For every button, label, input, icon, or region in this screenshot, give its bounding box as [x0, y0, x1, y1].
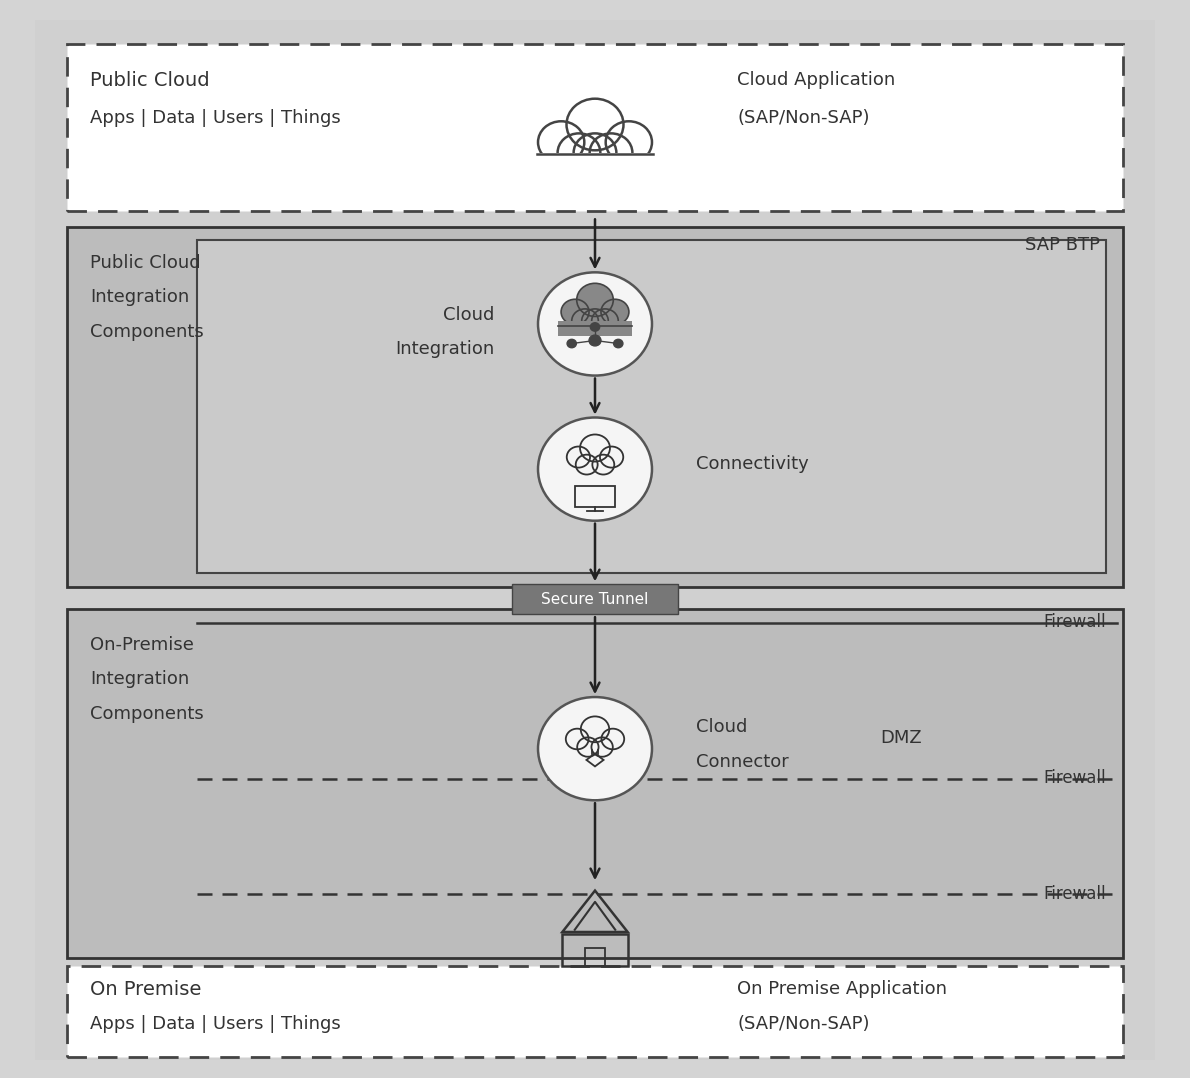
Text: Public Cloud: Public Cloud — [90, 254, 201, 272]
Text: Apps | Data | Users | Things: Apps | Data | Users | Things — [90, 1015, 342, 1034]
Text: Cloud: Cloud — [443, 306, 494, 323]
Text: On Premise: On Premise — [90, 980, 202, 999]
Text: Cloud: Cloud — [696, 718, 747, 736]
FancyBboxPatch shape — [67, 609, 1123, 958]
Bar — [575, 486, 615, 507]
Circle shape — [591, 309, 619, 333]
Text: (SAP/Non-SAP): (SAP/Non-SAP) — [738, 109, 870, 127]
Circle shape — [589, 335, 601, 346]
FancyBboxPatch shape — [512, 584, 678, 614]
Text: Public Cloud: Public Cloud — [90, 71, 211, 91]
Text: Integration: Integration — [395, 340, 494, 358]
Circle shape — [582, 309, 608, 333]
Text: (SAP/Non-SAP): (SAP/Non-SAP) — [738, 1015, 870, 1034]
Circle shape — [574, 134, 616, 172]
Bar — [558, 321, 632, 336]
Bar — [585, 949, 605, 966]
Text: Firewall: Firewall — [1042, 885, 1106, 902]
FancyBboxPatch shape — [67, 44, 1123, 211]
Circle shape — [558, 134, 600, 172]
Text: On Premise Application: On Premise Application — [738, 980, 947, 998]
Text: Apps | Data | Users | Things: Apps | Data | Users | Things — [90, 109, 342, 127]
Bar — [533, 153, 657, 181]
Circle shape — [577, 284, 613, 317]
Text: Components: Components — [90, 323, 205, 341]
Text: Components: Components — [90, 705, 205, 722]
Circle shape — [566, 99, 624, 150]
Circle shape — [538, 697, 652, 800]
FancyBboxPatch shape — [67, 966, 1123, 1058]
Circle shape — [538, 122, 584, 163]
Circle shape — [601, 300, 628, 324]
Text: Secure Tunnel: Secure Tunnel — [541, 592, 649, 607]
Circle shape — [571, 309, 599, 333]
Text: Firewall: Firewall — [1042, 612, 1106, 631]
Circle shape — [568, 340, 576, 348]
Text: Integration: Integration — [90, 671, 189, 688]
Text: DMZ: DMZ — [879, 729, 921, 747]
Text: On-Premise: On-Premise — [90, 636, 194, 653]
Text: Integration: Integration — [90, 289, 189, 306]
Circle shape — [538, 273, 652, 375]
FancyBboxPatch shape — [67, 227, 1123, 588]
Bar — [558, 321, 632, 336]
Circle shape — [538, 417, 652, 521]
Text: Cloud Application: Cloud Application — [738, 71, 896, 89]
Circle shape — [614, 340, 622, 348]
Text: Connectivity: Connectivity — [696, 455, 809, 473]
Circle shape — [590, 322, 600, 331]
Text: Connector: Connector — [696, 752, 789, 771]
Circle shape — [606, 122, 652, 163]
FancyBboxPatch shape — [198, 240, 1106, 573]
Circle shape — [562, 300, 589, 324]
Circle shape — [590, 134, 632, 172]
FancyBboxPatch shape — [35, 19, 1155, 1061]
Text: SAP BTP: SAP BTP — [1025, 236, 1100, 253]
Bar — [563, 935, 627, 966]
Bar — [533, 153, 657, 181]
Text: Firewall: Firewall — [1042, 769, 1106, 787]
